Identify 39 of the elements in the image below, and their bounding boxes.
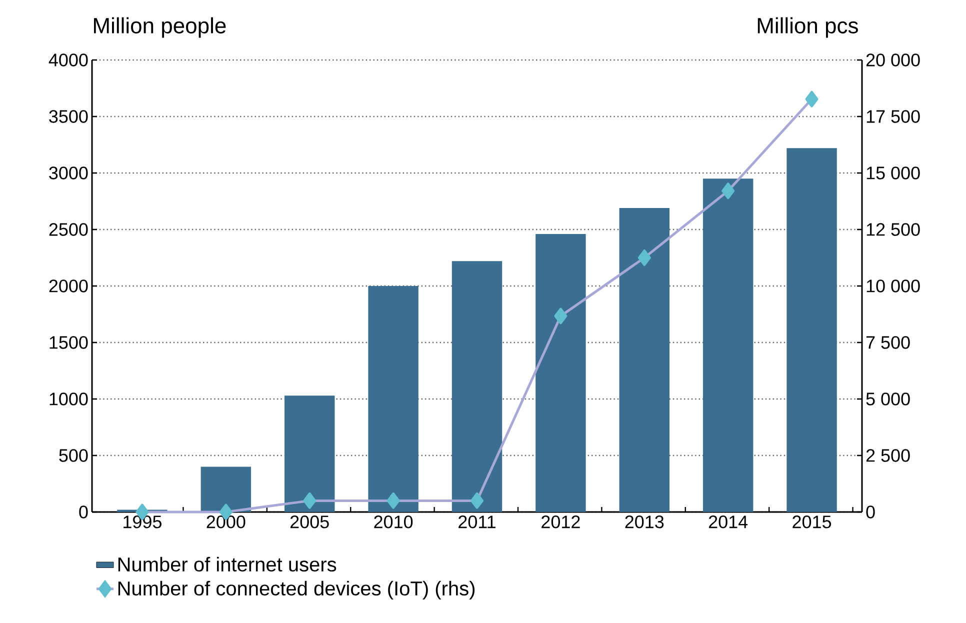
y-axis-title: Million people <box>94 17 226 38</box>
bar <box>619 208 670 512</box>
x-tick-label: 2012 <box>542 516 580 528</box>
y-tick-label: 0 <box>79 506 88 518</box>
y2-tick-label: 5 000 <box>866 392 910 406</box>
bar <box>368 286 418 512</box>
x-tick-label: 2013 <box>625 516 664 528</box>
bar <box>452 261 502 512</box>
x-tick-label: 2005 <box>290 516 329 528</box>
y-tick-label: 500 <box>59 449 88 462</box>
y2-tick-label: 17 500 <box>866 110 920 123</box>
y-tick-label: 1000 <box>50 392 88 406</box>
bar <box>702 178 754 512</box>
y-tick-label: 2000 <box>49 280 88 292</box>
legend-label: Number of connected devices (IoT) (rhs) <box>118 580 475 600</box>
y-tick-label: 2500 <box>49 223 88 236</box>
y2-tick-label: 20 000 <box>866 54 920 66</box>
x-tick-label: 1995 <box>124 516 162 528</box>
y-tick-label: 3500 <box>49 110 88 123</box>
y2-tick-label: 10 000 <box>866 280 920 292</box>
bar <box>786 148 837 512</box>
y2-tick-label: 7 500 <box>866 336 910 349</box>
legend-label: Number of internet users <box>118 556 336 572</box>
y2-tick-label: 12 500 <box>866 223 920 236</box>
y-tick-label: 4000 <box>48 54 88 66</box>
x-tick-label: 2011 <box>458 516 496 528</box>
y-tick-label: 3000 <box>49 166 88 180</box>
y2-axis-title: Million pcs <box>758 17 858 38</box>
y2-tick-label: 0 <box>866 506 875 518</box>
x-tick-label: 2010 <box>374 516 413 528</box>
bar <box>200 466 252 512</box>
x-tick-label: 2000 <box>206 516 246 528</box>
bar <box>536 234 586 512</box>
x-tick-label: 2014 <box>708 516 748 528</box>
x-tick-label: 2015 <box>792 516 832 528</box>
y-tick-label: 1500 <box>50 336 88 349</box>
y2-tick-label: 15 000 <box>866 166 920 180</box>
bar <box>284 396 335 512</box>
y2-tick-label: 2 500 <box>866 449 910 462</box>
